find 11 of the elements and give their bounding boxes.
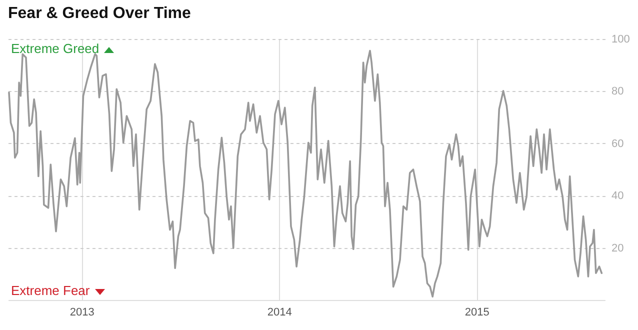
y-tick-label: 20 bbox=[612, 242, 624, 254]
annotation: Extreme Fear bbox=[11, 283, 90, 298]
y-tick-label: 40 bbox=[612, 190, 624, 202]
y-tick-label: 80 bbox=[612, 86, 624, 98]
annotation: Extreme Greed bbox=[11, 41, 100, 56]
chart-title: Fear & Greed Over Time bbox=[8, 5, 191, 23]
x-tick-label: 2014 bbox=[267, 306, 292, 318]
y-tick-label: 60 bbox=[612, 138, 624, 150]
x-tick-label: 2015 bbox=[464, 306, 490, 318]
y-tick-label: 100 bbox=[612, 34, 630, 46]
x-tick-label: 2013 bbox=[70, 306, 94, 318]
